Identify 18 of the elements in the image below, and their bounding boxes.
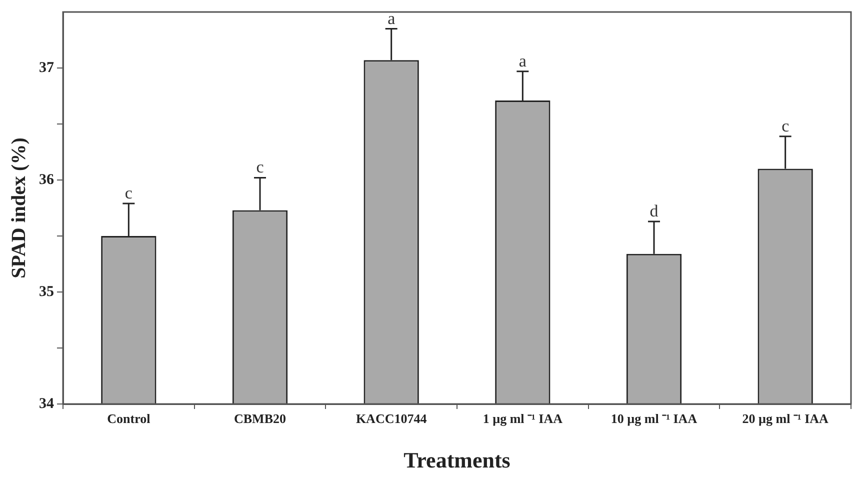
annotation: a <box>518 51 527 70</box>
y-tick-label: 37 <box>39 60 54 76</box>
annotation: c <box>256 158 264 177</box>
y-tick-label: 34 <box>39 396 54 412</box>
y-tick-label: 36 <box>39 172 54 188</box>
annotation: c <box>782 116 790 136</box>
x-tick-label: KACC10744 <box>356 411 428 426</box>
x-tick-label: Control <box>107 411 151 426</box>
x-tick-label: CBMB20 <box>234 411 286 426</box>
y-tick-label: 35 <box>39 284 54 300</box>
annotation: a <box>388 8 396 28</box>
x-tick-label: 1 µg ml ⁻¹ IAA <box>482 411 564 426</box>
x-tick-label: 20 µg ml ⁻¹ IAA <box>742 411 830 426</box>
x-axis-title: Treatments <box>404 447 511 472</box>
y-axis-title: SPAD index (%) <box>8 138 30 278</box>
x-tick-label: 10 µg ml ⁻¹ IAA <box>610 411 698 426</box>
annotation: d <box>650 201 659 220</box>
annotation: c <box>124 183 133 202</box>
